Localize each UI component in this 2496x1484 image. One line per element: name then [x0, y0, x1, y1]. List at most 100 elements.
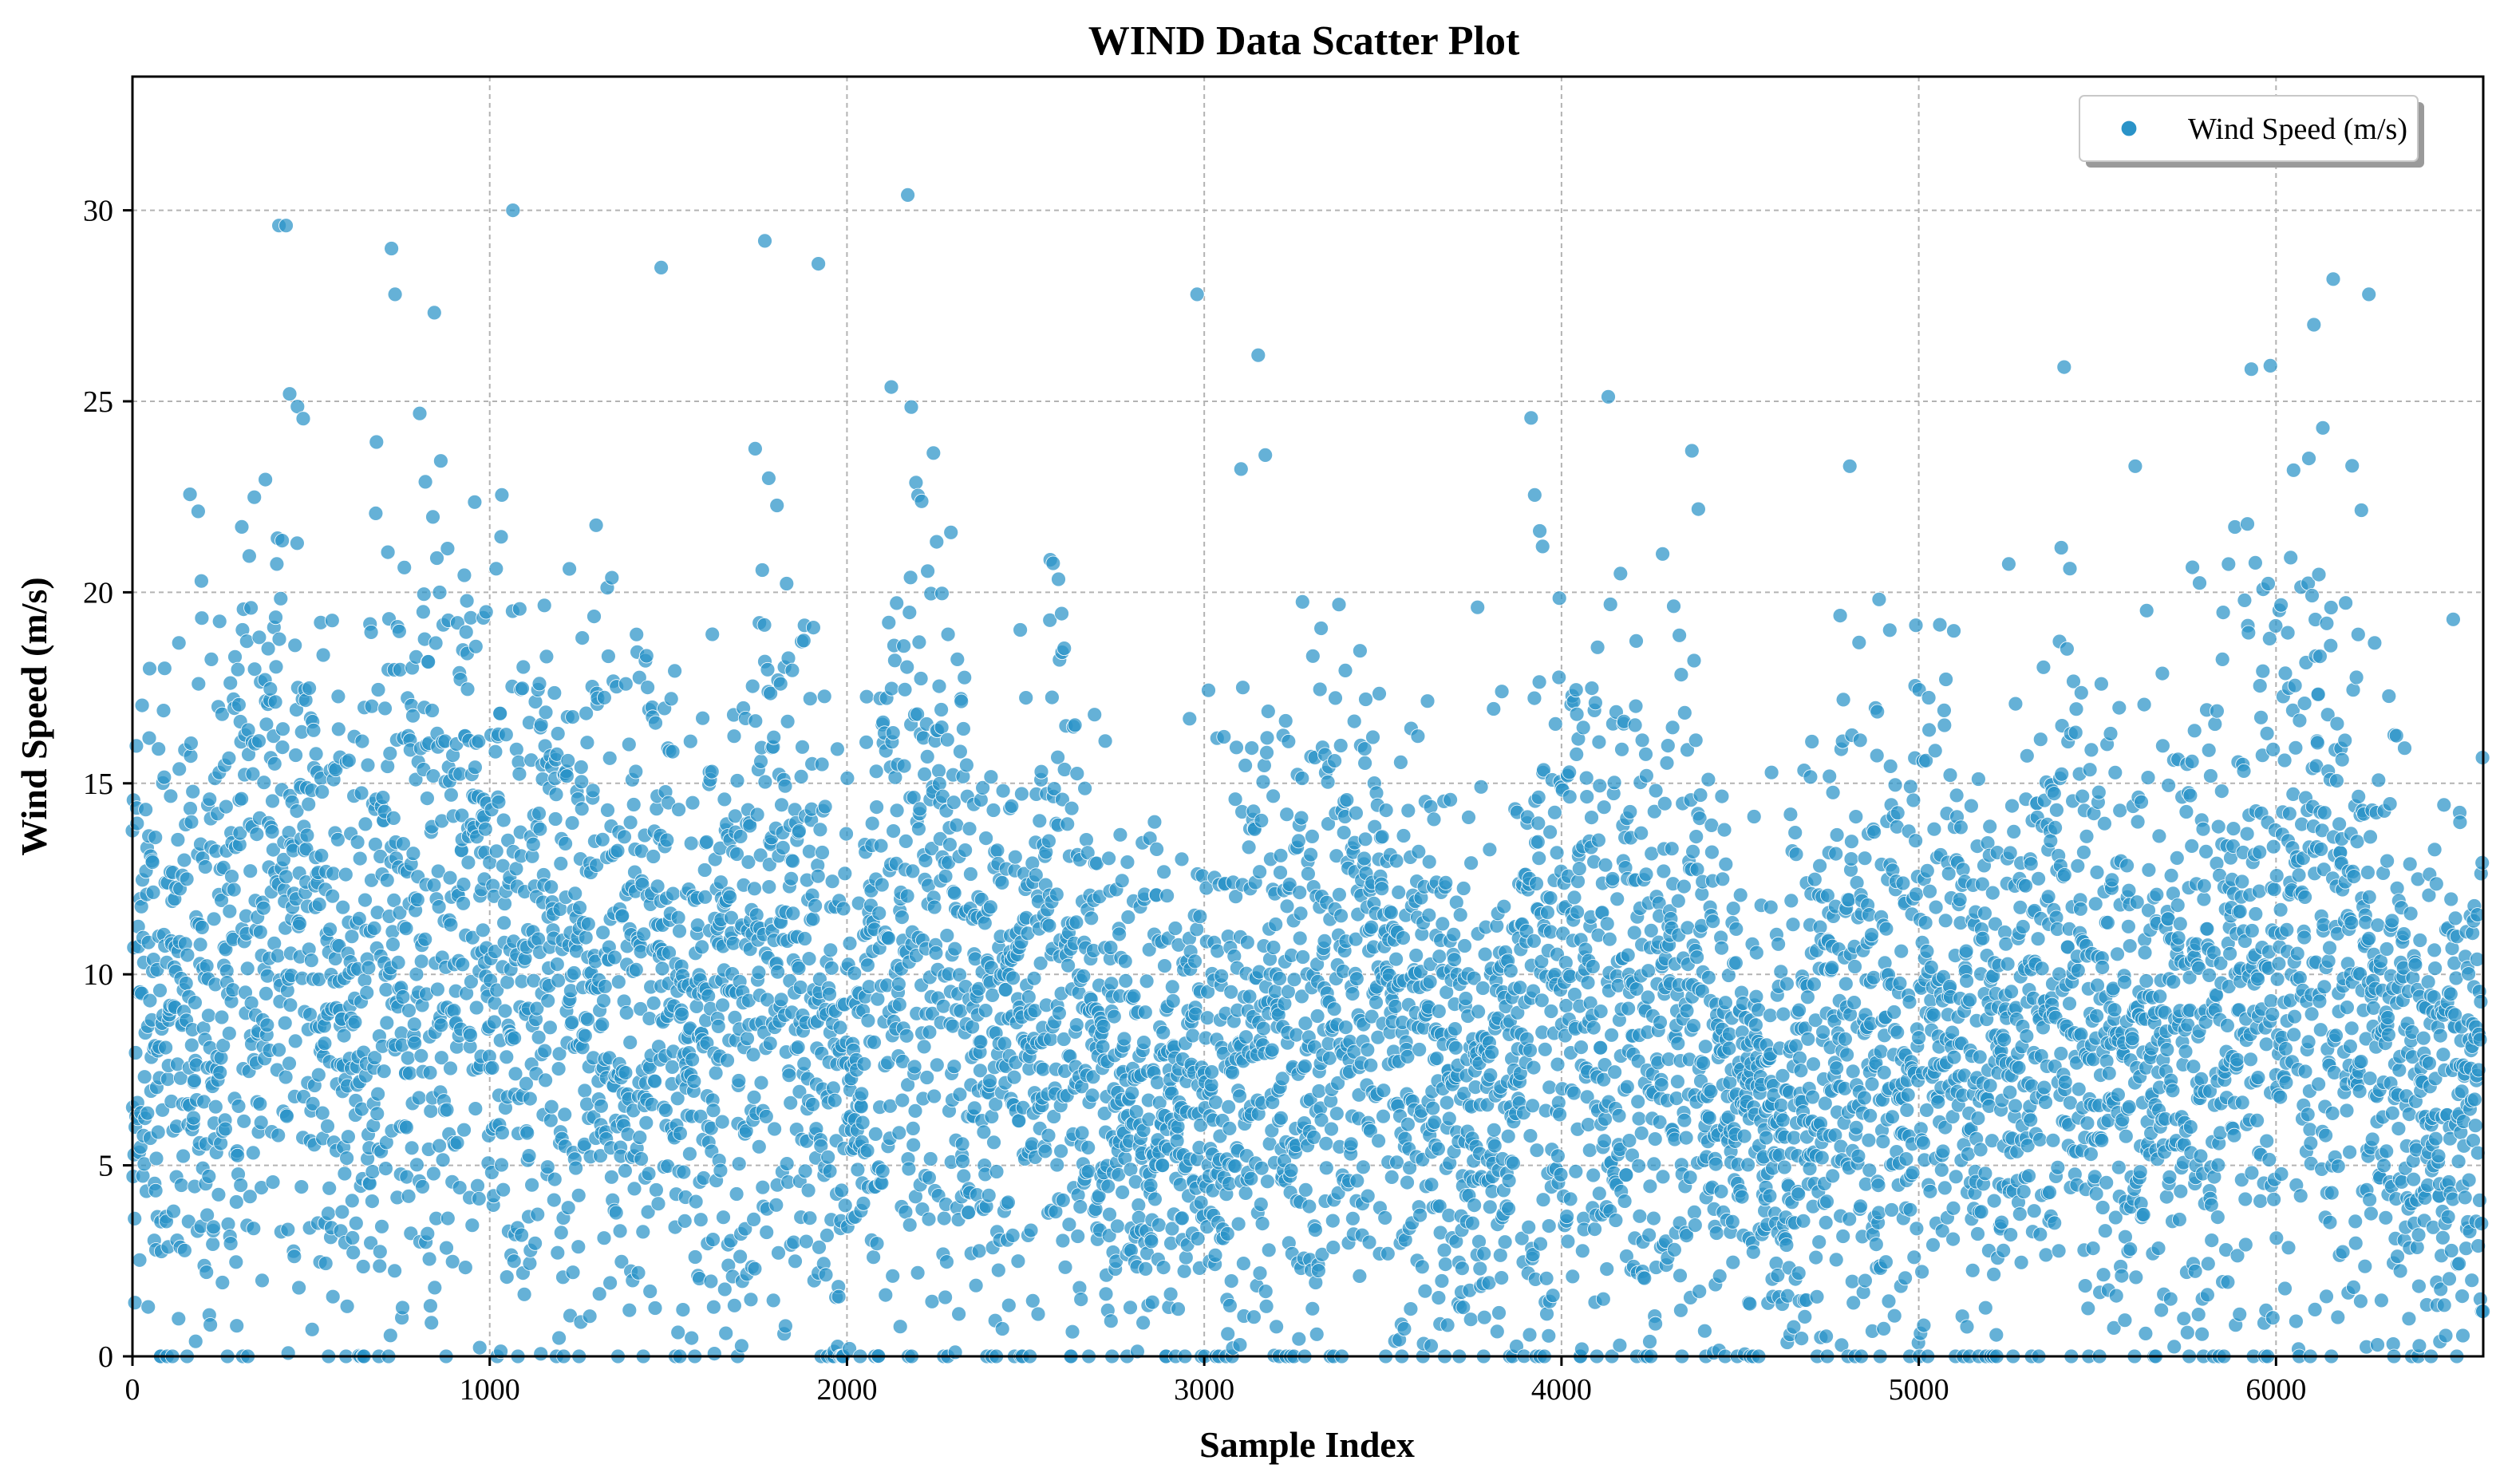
data-point [597, 690, 612, 705]
data-point [1199, 1010, 1215, 1026]
data-point [369, 434, 385, 450]
data-point [1101, 851, 1116, 866]
data-point [1033, 764, 1049, 779]
data-point [515, 681, 530, 697]
data-point [507, 1030, 522, 1046]
data-point [588, 517, 604, 533]
data-point [727, 1297, 742, 1313]
data-point [1592, 778, 1608, 794]
data-point [985, 803, 1001, 818]
data-point [395, 1300, 410, 1316]
data-point [1560, 1233, 1576, 1249]
data-point [421, 654, 436, 669]
data-point [275, 852, 291, 867]
data-point [420, 1225, 436, 1241]
data-point [1530, 834, 1546, 850]
data-point [1084, 1087, 1100, 1103]
data-point [715, 997, 730, 1013]
data-point [187, 995, 203, 1010]
data-point [1503, 963, 1519, 979]
data-point [324, 613, 340, 629]
data-point [591, 1286, 607, 1302]
data-point [1584, 810, 1599, 825]
data-point [983, 899, 998, 915]
data-point [1426, 811, 1442, 827]
data-point [1077, 780, 1092, 796]
data-point [1612, 1337, 1628, 1353]
data-point [705, 626, 721, 642]
data-point [1052, 1005, 1067, 1021]
data-point [594, 1016, 610, 1032]
data-point [411, 1090, 427, 1106]
data-point [1352, 1269, 1368, 1284]
data-point [1825, 1168, 1841, 1184]
data-point [1010, 1253, 1026, 1269]
data-point [1272, 971, 1287, 986]
data-point [779, 1156, 795, 1171]
data-point [1825, 784, 1841, 800]
data-point [1232, 1088, 1247, 1104]
data-point [1758, 1130, 1774, 1146]
data-point [1482, 1199, 1498, 1215]
data-point [1582, 1143, 1598, 1158]
data-point [1828, 846, 1844, 862]
data-point [884, 681, 899, 697]
data-point [320, 1119, 335, 1134]
data-point [834, 1182, 850, 1198]
data-point [1473, 779, 1489, 795]
data-point [1641, 963, 1657, 979]
data-point [618, 1005, 634, 1020]
data-point [203, 1317, 219, 1332]
data-point [243, 600, 259, 616]
data-point [1537, 1041, 1553, 1057]
data-point [1794, 1331, 1810, 1346]
data-point [1545, 1288, 1561, 1304]
data-point [1574, 1040, 1589, 1055]
data-point [1216, 729, 1232, 744]
data-point [1155, 1158, 1171, 1173]
data-point [1771, 936, 1787, 952]
data-point [1763, 764, 1779, 780]
data-point [352, 851, 368, 866]
data-point [1580, 975, 1596, 990]
data-point [706, 1299, 721, 1315]
data-point [885, 1268, 901, 1284]
data-point [287, 1033, 303, 1049]
data-point [699, 835, 714, 850]
data-point [1793, 1063, 1809, 1079]
data-point [1526, 487, 1542, 503]
data-point [345, 1230, 361, 1245]
data-point [1293, 906, 1309, 922]
data-point [1640, 989, 1656, 1005]
data-point [547, 1171, 563, 1187]
data-point [1447, 952, 1462, 968]
data-point [1254, 1216, 1270, 1231]
data-point [802, 1210, 818, 1226]
data-point [1700, 772, 1716, 787]
data-point [1601, 389, 1616, 405]
data-point [1700, 969, 1716, 985]
data-point [144, 854, 160, 870]
data-point [694, 939, 710, 955]
data-point [1599, 916, 1615, 932]
data-point [278, 869, 294, 885]
data-point [835, 901, 851, 917]
data-point [148, 1150, 164, 1166]
data-point [230, 661, 246, 677]
data-point [339, 1150, 355, 1166]
data-point [959, 757, 974, 773]
data-point [704, 764, 720, 779]
data-point [546, 1192, 562, 1208]
data-point [1446, 926, 1462, 942]
data-point [488, 561, 504, 577]
data-point [910, 1265, 926, 1281]
data-point [1120, 910, 1136, 925]
data-point [506, 1253, 522, 1269]
data-point [726, 728, 742, 744]
data-point [1004, 799, 1020, 814]
data-point [1591, 1186, 1607, 1202]
data-point [905, 863, 921, 879]
data-point [1633, 825, 1649, 841]
data-point [170, 832, 186, 847]
data-point [617, 829, 632, 845]
